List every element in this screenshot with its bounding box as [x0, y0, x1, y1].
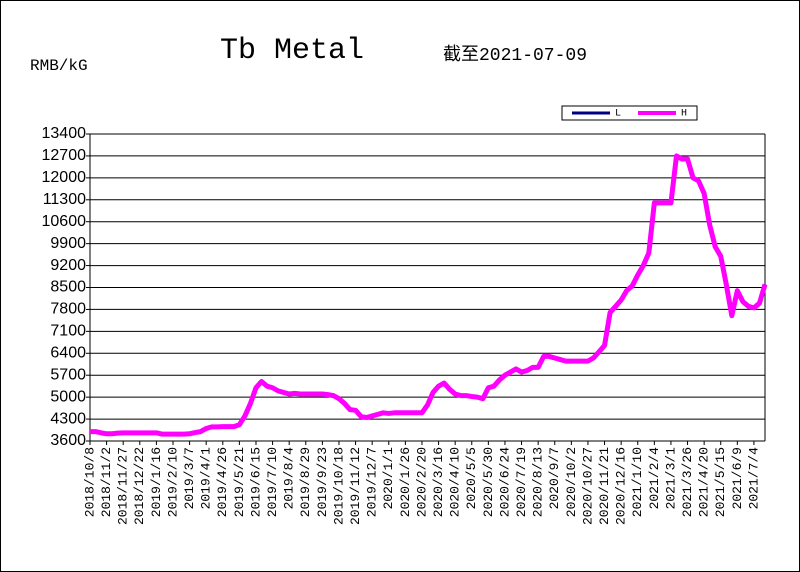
- x-tick-label: 2021/6/9: [730, 447, 745, 509]
- y-tick-label: 9900: [50, 235, 86, 252]
- x-tick-label: 2021/1/10: [630, 447, 645, 517]
- x-tick-label: 2021/7/4: [746, 447, 761, 510]
- y-axis-label: RMB/kG: [30, 57, 88, 75]
- x-tick-label: 2019/12/7: [365, 447, 380, 517]
- chart-subtitle: 截至2021-07-09: [443, 44, 587, 66]
- x-tick-label: 2020/5/30: [481, 447, 496, 517]
- x-tick-label: 2020/12/16: [614, 447, 629, 525]
- x-tick-label: 2019/7/10: [265, 447, 280, 517]
- x-tick-label: 2021/4/20: [697, 447, 712, 517]
- y-tick-label: 9200: [50, 257, 86, 274]
- x-tick-label: 2021/3/1: [663, 447, 678, 510]
- x-tick-label: 2018/11/27: [116, 447, 131, 525]
- x-tick-label: 2018/11/2: [99, 447, 114, 517]
- y-tick-label: 4300: [50, 410, 86, 427]
- x-tick-label: 2020/11/21: [597, 447, 612, 525]
- x-tick-label: 2019/5/21: [232, 447, 247, 517]
- x-tick-label: 2019/6/15: [248, 447, 263, 517]
- y-tick-label: 7800: [50, 301, 86, 318]
- x-tick-label: 2019/4/26: [215, 447, 230, 517]
- x-tick-label: 2020/10/27: [580, 447, 595, 525]
- y-tick-label: 3600: [50, 432, 86, 449]
- x-tick-label: 2020/2/20: [414, 447, 429, 517]
- y-tick-label: 7100: [50, 323, 86, 340]
- y-tick-label: 13400: [42, 125, 87, 142]
- y-tick-label: 12000: [42, 169, 87, 186]
- x-tick-label: 2020/7/19: [514, 447, 529, 517]
- x-tick-label: 2020/1/26: [398, 447, 413, 517]
- x-tick-label: 2019/8/29: [298, 447, 313, 517]
- y-tick-label: 5000: [50, 388, 86, 405]
- y-tick-label: 5700: [50, 366, 86, 383]
- x-tick-label: 2019/11/12: [348, 447, 363, 525]
- x-tick-label: 2020/5/5: [464, 447, 479, 509]
- x-tick-label: 2018/12/22: [132, 447, 147, 525]
- x-tick-label: 2019/10/18: [331, 447, 346, 525]
- x-tick-label: 2019/1/16: [149, 447, 164, 517]
- x-tick-label: 2020/10/2: [564, 447, 579, 517]
- x-tick-label: 2019/2/10: [165, 447, 180, 517]
- x-tick-label: 2021/3/26: [680, 447, 695, 517]
- series-line: [90, 153, 768, 437]
- x-tick-label: 2020/9/7: [547, 447, 562, 509]
- chart-title: Tb Metal: [220, 34, 364, 68]
- y-tick-label: 6400: [50, 345, 86, 362]
- x-tick-label: 2019/9/23: [315, 447, 330, 517]
- legend-box: [561, 105, 698, 121]
- x-tick-label: 2019/8/4: [282, 447, 297, 510]
- y-tick-label: 12700: [42, 147, 87, 164]
- y-tick-label: 11300: [43, 191, 86, 208]
- x-tick-label: 2019/4/1: [199, 447, 214, 510]
- x-tick-label: 2021/5/15: [713, 447, 728, 517]
- y-tick-label: 8500: [50, 279, 86, 296]
- legend-label: L: [615, 109, 621, 120]
- x-tick-label: 2020/6/24: [497, 447, 512, 517]
- x-tick-label: 2020/1/1: [381, 447, 396, 510]
- x-tick-label: 2018/10/8: [82, 447, 97, 517]
- x-tick-label: 2019/3/7: [182, 447, 197, 509]
- legend-label: H: [681, 109, 687, 120]
- y-tick-label: 10600: [42, 213, 87, 230]
- x-tick-label: 2020/3/16: [431, 447, 446, 517]
- x-tick-label: 2021/2/4: [647, 447, 662, 510]
- x-tick-label: 2020/8/13: [531, 447, 546, 517]
- x-tick-label: 2020/4/10: [448, 447, 463, 517]
